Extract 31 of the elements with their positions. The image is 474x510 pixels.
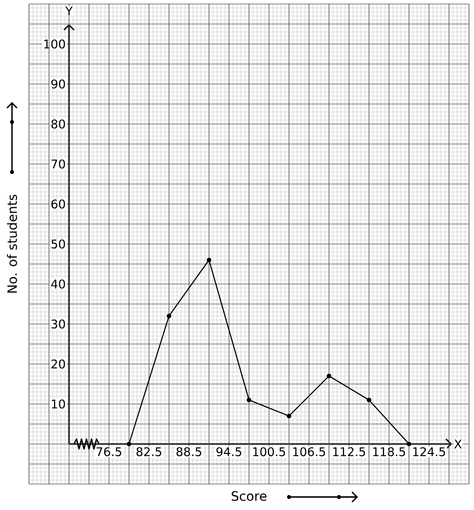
x-tick-label: 106.5 xyxy=(293,447,326,456)
y-tick-label: 50 xyxy=(52,239,66,249)
point xyxy=(286,414,292,418)
x-tick-label: 82.5 xyxy=(136,447,162,456)
y-tick-label: 20 xyxy=(51,359,66,369)
x-tick-label: 124.5 xyxy=(413,447,446,456)
point xyxy=(206,258,212,262)
annotation: Y xyxy=(65,6,73,16)
x-tick-label: 76.5 xyxy=(96,447,122,456)
x-tick-label: 112.5 xyxy=(333,447,366,456)
y-tick-label: 60 xyxy=(51,199,66,209)
y-tick-label: 100 xyxy=(44,39,65,49)
x-axis-title: Score xyxy=(232,491,266,501)
point xyxy=(126,442,132,446)
y-axis-title: No. of students xyxy=(6,194,18,293)
y-tick-label: 70 xyxy=(52,159,66,169)
point xyxy=(406,442,412,446)
y-tick-label: 80 xyxy=(51,119,66,129)
y-tick-label: 10 xyxy=(52,399,66,409)
point xyxy=(366,398,372,402)
point xyxy=(166,314,172,318)
y-tick-label: 40 xyxy=(51,279,66,289)
point xyxy=(246,398,252,402)
x-tick-label: 100.5 xyxy=(253,447,286,456)
x-tick-label: 94.5 xyxy=(216,447,242,456)
y-tick-label: 30 xyxy=(51,319,66,329)
x-tick-label: 88.5 xyxy=(176,447,202,456)
point xyxy=(326,374,332,378)
x-tick-label: 118.5 xyxy=(373,447,406,456)
annotation: X xyxy=(454,440,462,448)
y-tick-label: 90 xyxy=(51,79,66,89)
